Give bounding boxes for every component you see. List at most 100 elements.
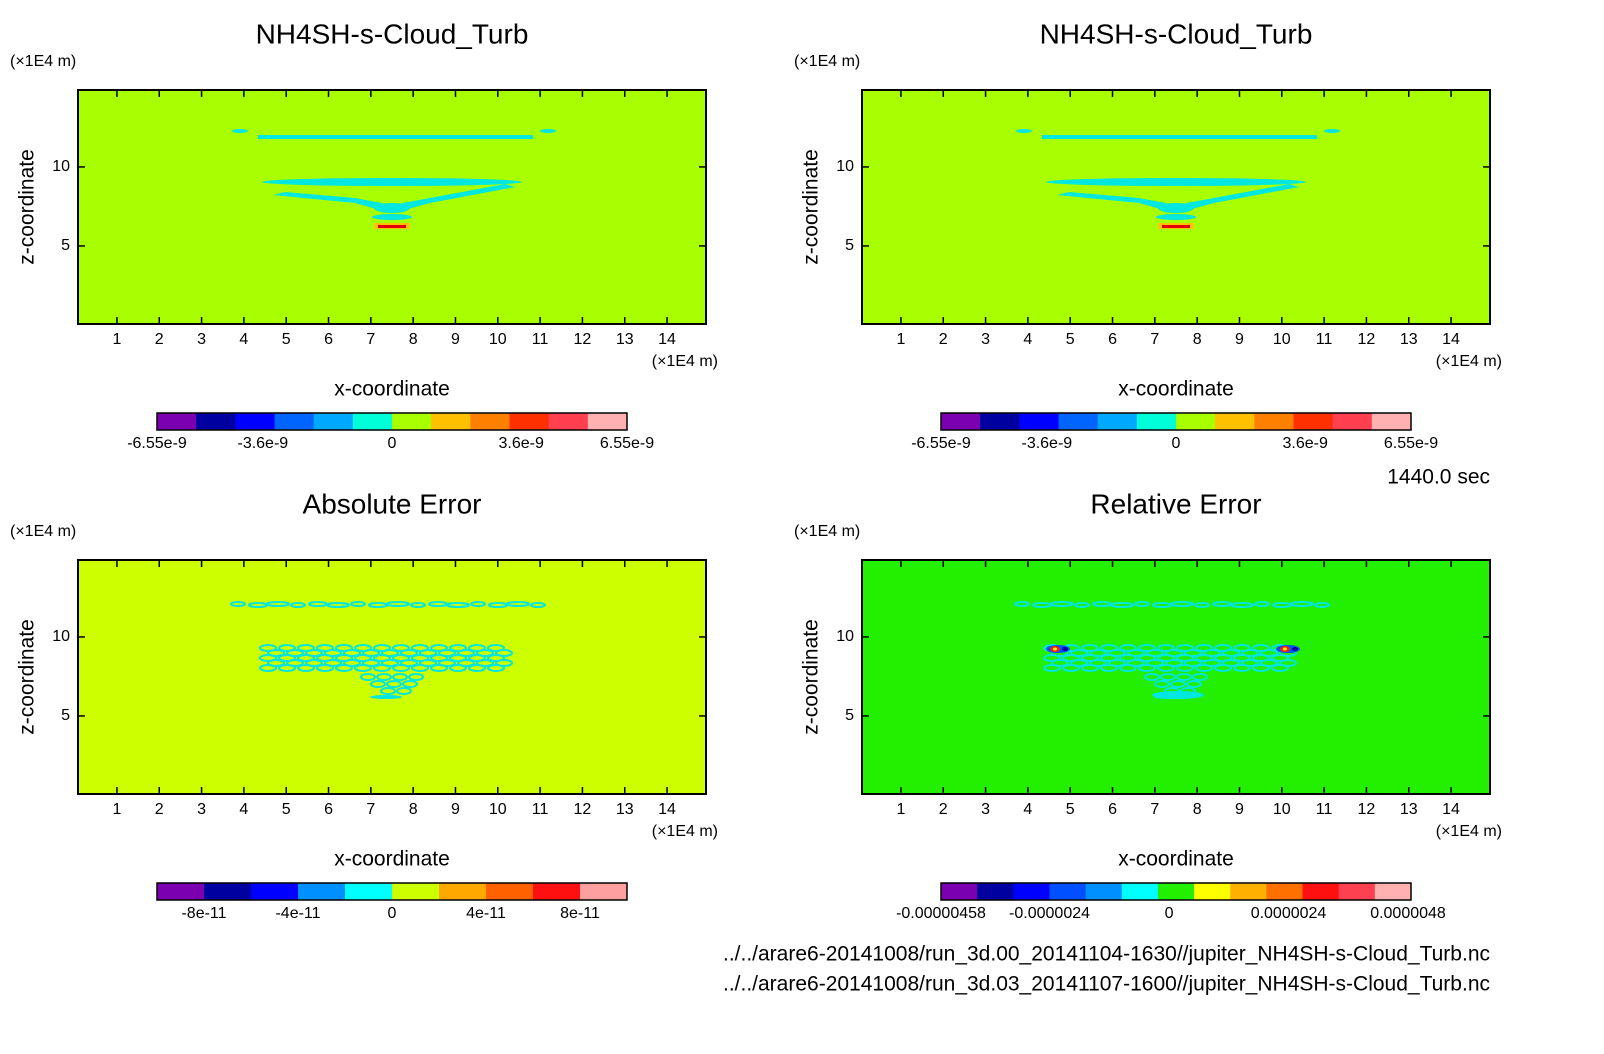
colorbar-segment [157,413,197,430]
colorbar-segment [274,413,315,430]
y-tick-label: 5 [845,707,854,724]
colorbar-tick-label: -3.6e-9 [1021,435,1072,452]
field-feature [1046,178,1306,186]
field-feature [1160,673,1176,681]
colorbar-frame [940,882,1412,901]
x-tick-label: 12 [1358,801,1376,818]
colorbar-tick-label: -8e-11 [181,905,226,922]
x-tick-label: 3 [981,801,990,818]
colorbar-tick-label: -3.6e-9 [237,435,288,452]
colorbar-tick-label: 0 [388,435,397,452]
panel-title: Absolute Error [303,488,482,519]
x-tick-label: 6 [1108,801,1117,818]
x-tick-label: 7 [1150,331,1159,348]
field-feature [430,664,448,672]
x-tick-label: 11 [1316,801,1333,818]
panel-title: NH4SH-s-Cloud_Turb [1040,18,1313,49]
field-feature [232,129,248,133]
x-tick-label: 8 [409,331,418,348]
x-tick-label: 3 [197,801,206,818]
colorbar-segment [345,883,393,900]
field-feature [350,601,366,607]
field-feature [1016,129,1032,133]
x-tick-label: 9 [451,331,460,348]
x-tick-label: 1 [896,331,905,348]
y-tick-label: 5 [845,237,854,254]
field-feature [1176,673,1192,681]
x-unit: (×1E4 m) [1436,823,1502,840]
colorbar-segment [980,413,1020,430]
y-axis-label: z-coordinate [16,619,39,735]
field-feature [1314,602,1330,608]
field-feature [1152,691,1204,699]
x-tick-label: 12 [1358,331,1376,348]
field-features [1016,129,1340,229]
field-feature [1254,601,1270,607]
colorbar-segment [486,883,534,900]
x-tick-label: 7 [366,331,375,348]
x-tick-label: 2 [939,331,948,348]
colorbar-segment [298,883,346,900]
x-tick-label: 11 [1316,331,1333,348]
colorbar-tick-label: 6.55e-9 [600,435,654,452]
field-feature [449,664,467,672]
field-feature [1062,647,1068,651]
x-tick-label: 4 [239,331,248,348]
x-tick-label: 3 [981,331,990,348]
field-feature [1158,203,1194,213]
colorbar-tick-label: 0 [388,905,397,922]
field-feature [1156,214,1196,220]
x-tick-label: 10 [489,801,507,818]
x-tick-label: 1 [112,331,121,348]
field-features [230,601,546,699]
colorbar-segment [1194,883,1231,900]
field-feature [1014,601,1030,607]
field-feature [378,225,406,228]
field-feature [230,601,246,607]
colorbar-segment [392,883,440,900]
colorbar-tick-label: -0.0000024 [1009,905,1090,922]
colorbar-segment [977,883,1014,900]
y-unit: (×1E4 m) [794,523,860,540]
field-feature [1081,664,1099,672]
field-feature [386,601,410,607]
field-feature [1138,664,1156,672]
colorbar-tick-label: 0 [1165,905,1174,922]
x-tick-label: 11 [532,801,549,818]
field-feature [540,129,556,133]
field-feature [266,601,290,607]
field-feature [259,664,277,672]
colorbar-segment [196,413,236,430]
field-feature [1230,602,1254,608]
y-tick-label: 5 [61,237,70,254]
field-feature [1194,602,1210,608]
x-tick-label: 14 [1442,801,1460,818]
colorbar-segment [235,413,275,430]
colorbar-frame [940,412,1412,431]
colorbar-segment [1085,883,1123,900]
y-tick-label: 5 [61,707,70,724]
x-tick-label: 6 [324,331,333,348]
field-feature [380,687,396,695]
x-tick-label: 2 [155,801,164,818]
x-tick-label: 12 [574,801,592,818]
colorbar-segment [1293,413,1334,430]
x-tick-label: 5 [282,801,291,818]
field-feature [316,664,334,672]
x-tick-label: 7 [1150,801,1159,818]
x-tick-label: 13 [1400,801,1418,818]
field-feature [326,602,350,608]
field-feature [392,664,410,672]
x-tick-label: 14 [1442,331,1460,348]
x-tick-label: 9 [1235,331,1244,348]
field-feature [354,664,372,672]
field-feature [262,178,522,186]
field-feature [1050,601,1074,607]
x-tick-label: 4 [1023,801,1032,818]
colorbar-segment [157,883,205,900]
field-feature [1176,664,1194,672]
y-unit: (×1E4 m) [10,523,76,540]
colorbar-segment [1230,883,1267,900]
colorbar-tick-label: 8e-11 [560,905,600,922]
